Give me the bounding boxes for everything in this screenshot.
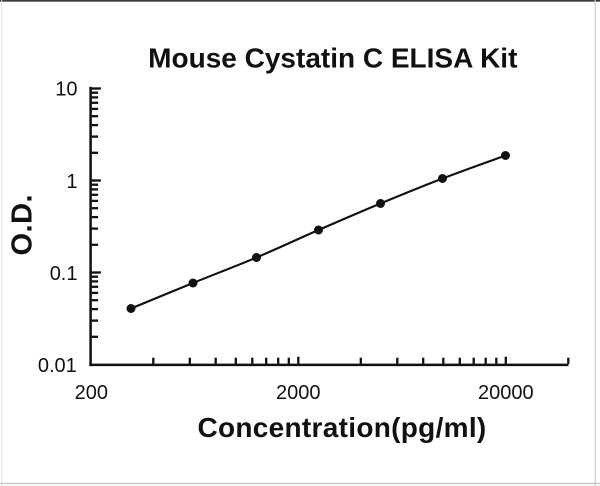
svg-text:Concentration(pg/ml): Concentration(pg/ml) bbox=[197, 412, 486, 443]
svg-text:0.1: 0.1 bbox=[50, 263, 78, 285]
svg-text:0.01: 0.01 bbox=[38, 355, 77, 377]
svg-text:2000: 2000 bbox=[276, 382, 321, 404]
svg-text:Mouse Cystatin C ELISA Kit: Mouse Cystatin C ELISA Kit bbox=[148, 43, 517, 74]
svg-text:20000: 20000 bbox=[478, 382, 534, 404]
svg-text:10: 10 bbox=[55, 79, 77, 101]
svg-text:O.D.: O.D. bbox=[7, 194, 39, 256]
svg-text:200: 200 bbox=[75, 382, 108, 404]
svg-text:1: 1 bbox=[66, 171, 77, 193]
